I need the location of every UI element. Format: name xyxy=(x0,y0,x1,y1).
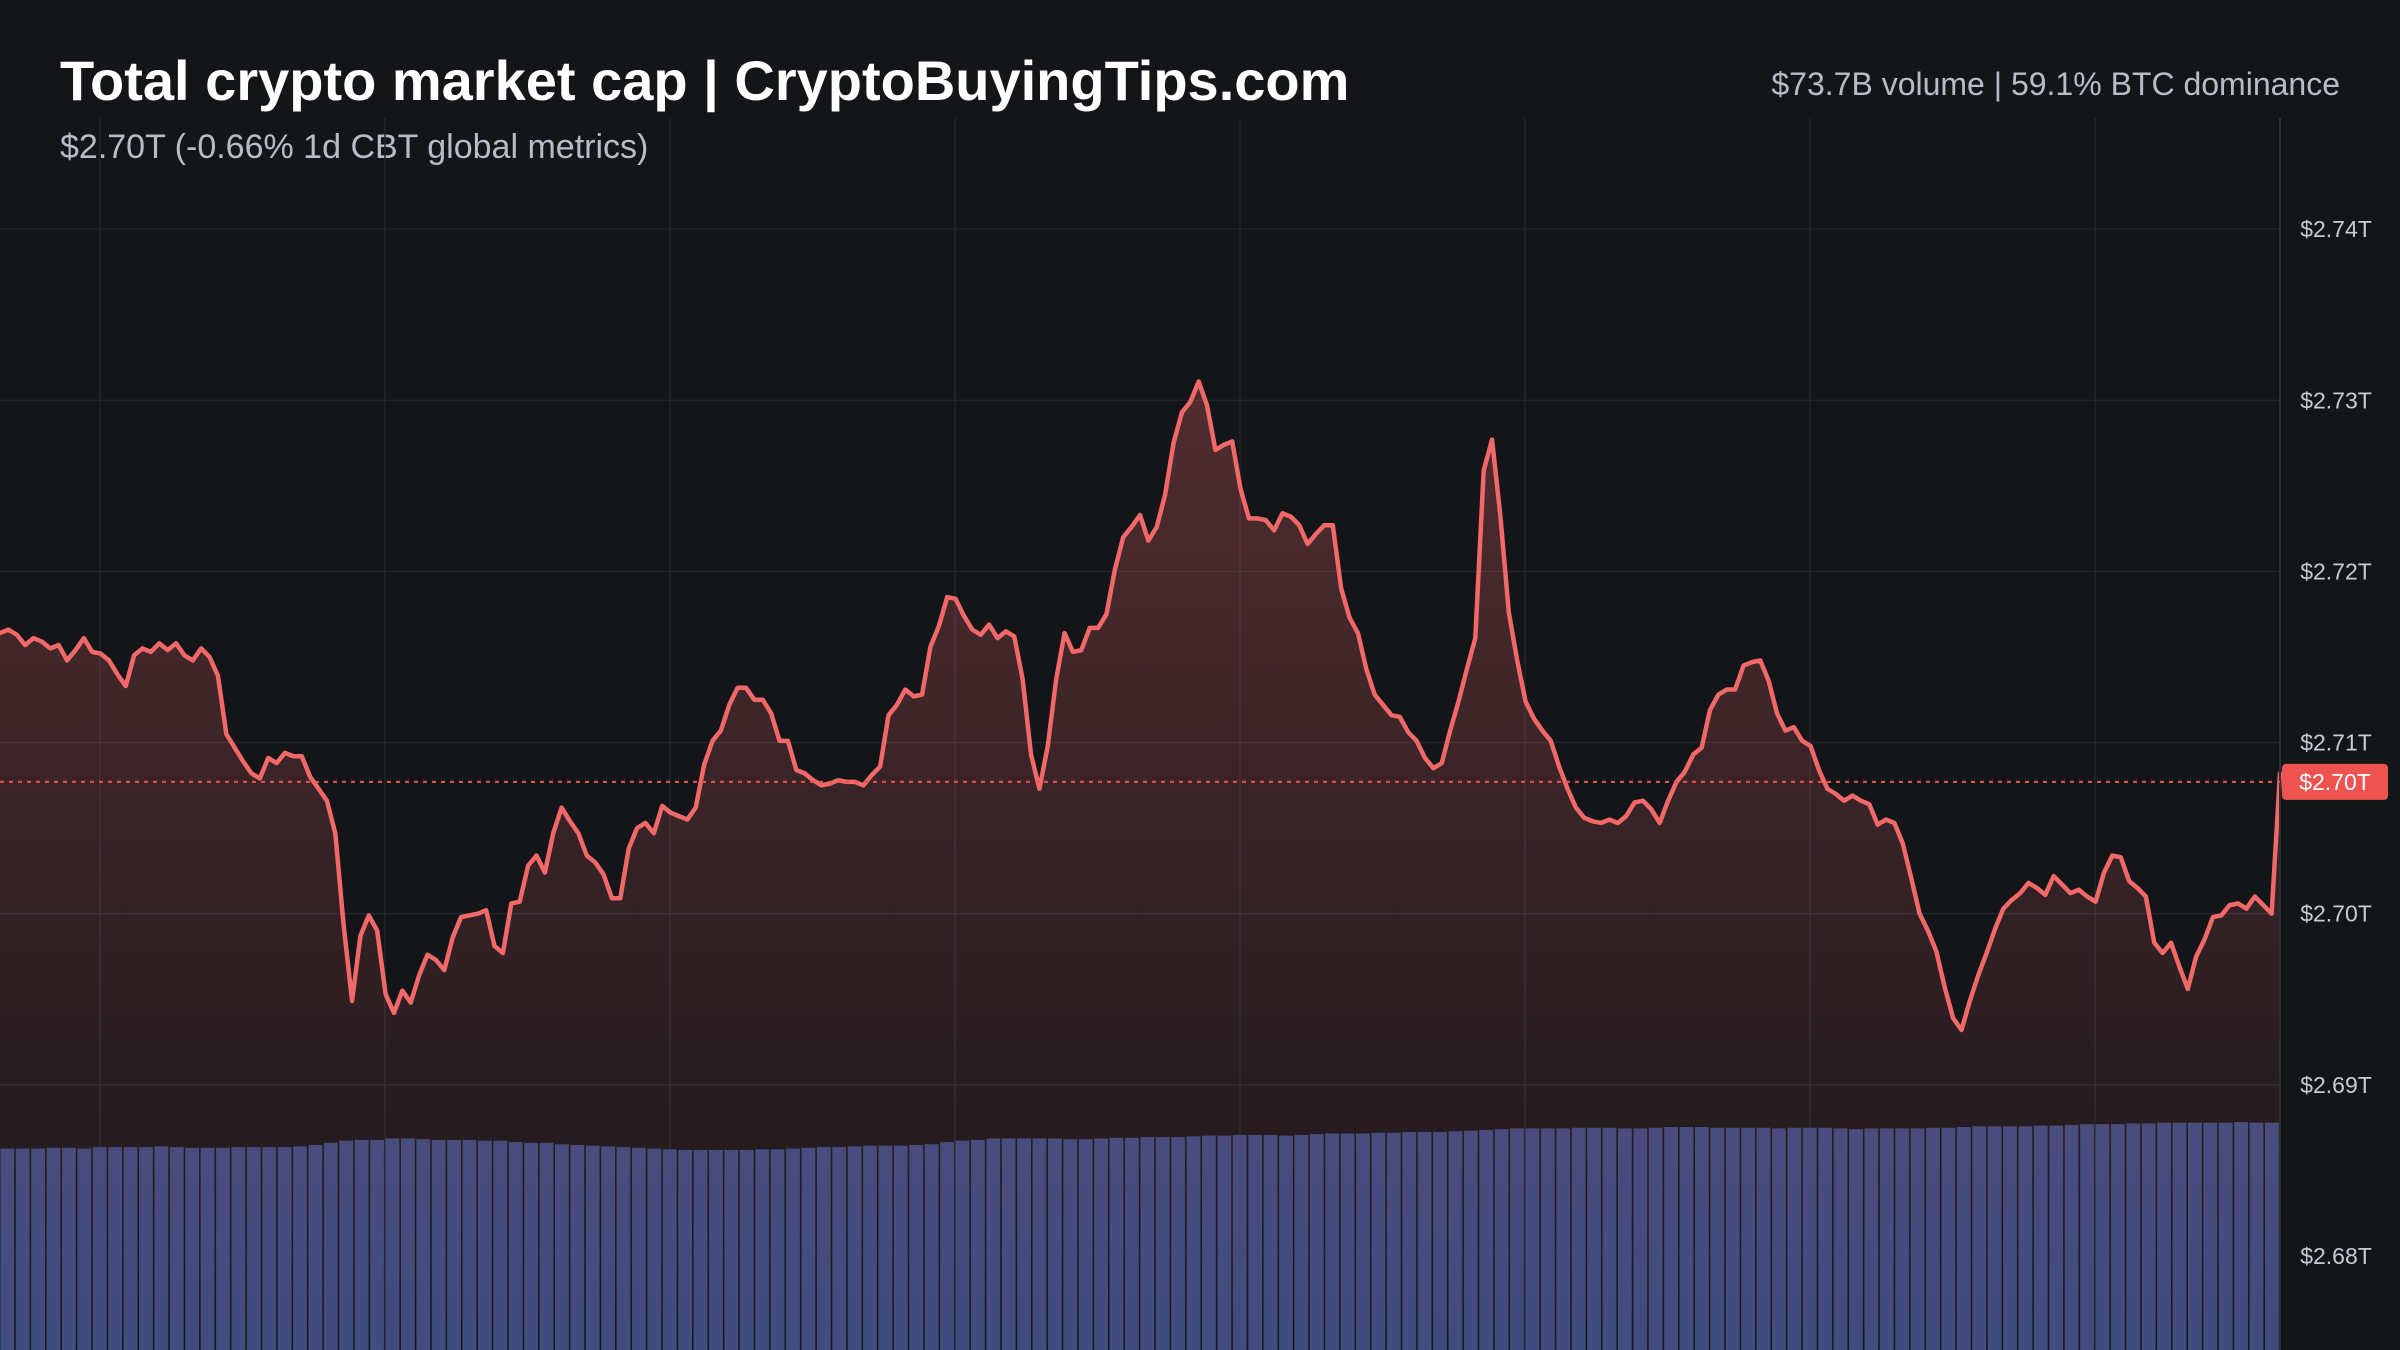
chart-title: Total crypto market cap | CryptoBuyingTi… xyxy=(60,49,1350,112)
market-stats: $73.7B volume | 59.1% BTC dominance xyxy=(1771,66,2340,102)
y-tick-label: $2.74T xyxy=(2300,216,2372,242)
price-axis: $2.74T $2.73T $2.72T $2.71T $2.70T $2.69T $2.6… xyxy=(2300,216,2372,1269)
chart-subtitle: $2.70T (-0.66% 1d CBT global metrics) xyxy=(60,128,649,166)
y-tick-label: $2.71T xyxy=(2300,730,2372,756)
y-tick-label: $2.73T xyxy=(2300,387,2372,413)
market-cap-area xyxy=(0,381,2280,1350)
y-tick-label: $2.70T xyxy=(2300,901,2372,927)
current-price-tag: $2.70T xyxy=(2282,763,2388,800)
market-cap-line[interactable] xyxy=(0,379,2283,1033)
y-tick-label: $2.68T xyxy=(2300,1243,2372,1269)
y-tick-label: $2.69T xyxy=(2300,1072,2372,1098)
y-tick-label: $2.72T xyxy=(2300,558,2372,584)
current-price-label: $2.70T xyxy=(2299,769,2371,795)
